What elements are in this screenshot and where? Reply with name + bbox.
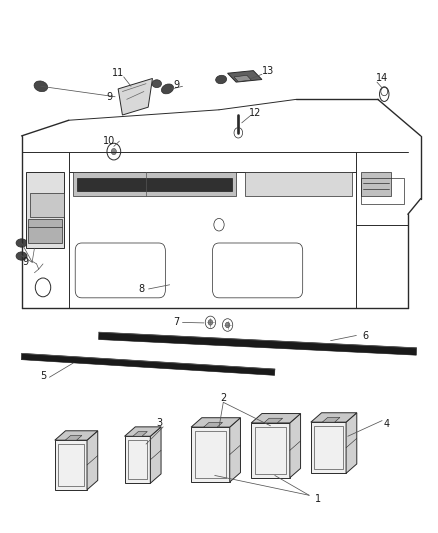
Polygon shape	[251, 414, 300, 423]
Circle shape	[208, 320, 213, 325]
Ellipse shape	[16, 239, 27, 247]
Circle shape	[225, 322, 230, 328]
Polygon shape	[311, 422, 346, 473]
Text: 11: 11	[112, 68, 124, 78]
Polygon shape	[124, 436, 150, 483]
Ellipse shape	[34, 81, 48, 92]
Text: 5: 5	[40, 371, 46, 381]
Polygon shape	[73, 173, 236, 196]
Ellipse shape	[152, 80, 162, 87]
Polygon shape	[204, 423, 223, 427]
Polygon shape	[360, 173, 391, 196]
Polygon shape	[26, 173, 64, 248]
Polygon shape	[133, 432, 147, 436]
Polygon shape	[191, 427, 230, 482]
Polygon shape	[28, 220, 62, 243]
Polygon shape	[55, 431, 98, 440]
Polygon shape	[230, 418, 240, 482]
Polygon shape	[65, 435, 82, 440]
Polygon shape	[245, 173, 352, 196]
Text: 7: 7	[173, 317, 179, 327]
Text: 6: 6	[362, 331, 368, 341]
Polygon shape	[21, 353, 275, 375]
Text: 9: 9	[23, 257, 29, 268]
Text: 9: 9	[173, 80, 179, 90]
Text: 3: 3	[156, 418, 162, 428]
Ellipse shape	[16, 252, 27, 260]
Polygon shape	[55, 440, 87, 490]
Circle shape	[111, 149, 117, 155]
Polygon shape	[346, 413, 357, 473]
Polygon shape	[118, 78, 152, 115]
Polygon shape	[234, 75, 251, 82]
Polygon shape	[228, 71, 262, 82]
Polygon shape	[99, 332, 417, 355]
Text: 14: 14	[376, 74, 388, 84]
Polygon shape	[124, 427, 161, 436]
Text: 13: 13	[262, 66, 275, 76]
Text: 1: 1	[314, 494, 321, 504]
Polygon shape	[251, 423, 290, 478]
Polygon shape	[322, 417, 340, 422]
Polygon shape	[311, 413, 357, 422]
Polygon shape	[290, 414, 300, 478]
Text: 12: 12	[249, 108, 261, 118]
Ellipse shape	[215, 75, 226, 84]
Ellipse shape	[162, 84, 173, 94]
Text: 8: 8	[139, 284, 145, 294]
Polygon shape	[150, 427, 161, 483]
Polygon shape	[78, 177, 232, 191]
Polygon shape	[87, 431, 98, 490]
Polygon shape	[30, 193, 64, 217]
Text: 2: 2	[220, 393, 226, 403]
Text: 4: 4	[383, 419, 389, 429]
Text: 9: 9	[106, 92, 113, 102]
Text: 10: 10	[103, 136, 116, 146]
Polygon shape	[264, 418, 283, 423]
Polygon shape	[191, 418, 240, 427]
